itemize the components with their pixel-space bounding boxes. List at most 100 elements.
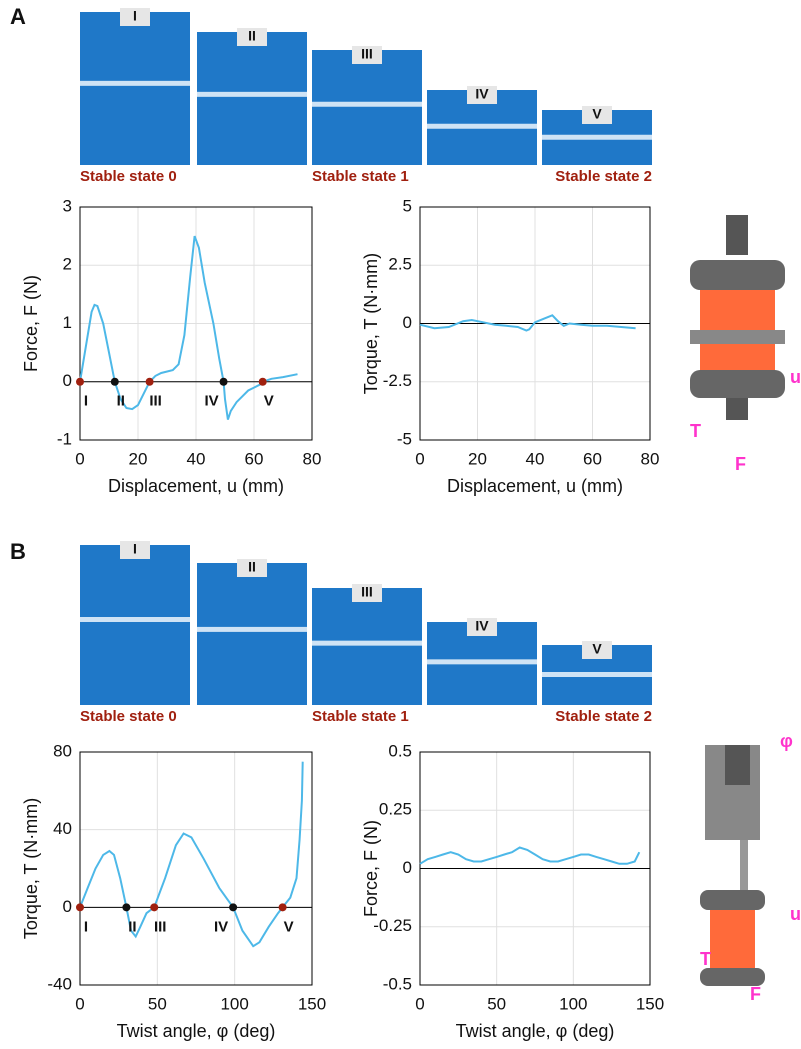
x-axis-title: Twist angle, φ (deg)	[117, 1021, 276, 1041]
photo	[80, 545, 190, 705]
photo-label-box	[352, 584, 382, 602]
state-caption: Stable state 1	[312, 168, 409, 185]
photo-label: I	[133, 541, 137, 557]
x-tick-label: 50	[487, 994, 506, 1013]
photo-label: III	[361, 584, 373, 600]
x-tick-label: 50	[148, 994, 167, 1013]
x-axis-title: Displacement, u (mm)	[447, 476, 623, 496]
photo-label-box	[237, 559, 267, 577]
state-marker	[145, 377, 154, 386]
state-marker	[258, 377, 267, 386]
photo-band	[312, 101, 422, 107]
x-tick-label: 20	[468, 449, 487, 468]
photo-label-box	[120, 8, 150, 26]
x-tick-label: 60	[583, 449, 602, 468]
data-line	[79, 235, 298, 420]
y-tick-label: 0	[403, 858, 412, 877]
x-tick-label: 0	[75, 994, 84, 1013]
x-tick-label: 0	[415, 994, 424, 1013]
state-marker	[150, 903, 159, 912]
y-axis-title: Torque, T (N·mm)	[361, 253, 381, 394]
y-tick-label: 0.25	[379, 800, 412, 819]
device-label: T	[700, 949, 711, 969]
photo-label-box	[120, 541, 150, 559]
y-axis-title: Torque, T (N·mm)	[21, 798, 41, 939]
photo-band	[197, 626, 307, 632]
photo-label-box	[352, 46, 382, 64]
photo-label: III	[361, 46, 373, 62]
photo	[312, 588, 422, 705]
y-tick-label: 0.5	[388, 741, 412, 760]
photo-band	[542, 134, 652, 140]
state-marker	[110, 377, 119, 386]
x-tick-label: 100	[220, 994, 248, 1013]
state-label: II	[128, 918, 136, 935]
x-tick-label: 20	[129, 449, 148, 468]
photo-label: II	[248, 559, 256, 575]
panel-letter: A	[10, 4, 26, 29]
y-axis-title: Force, F (N)	[361, 820, 381, 917]
plot-frame	[79, 751, 313, 986]
x-tick-label: 60	[245, 449, 264, 468]
state-marker	[219, 377, 228, 386]
photo-band	[197, 91, 307, 97]
photo	[197, 32, 307, 165]
x-tick-label: 0	[75, 449, 84, 468]
y-tick-label: 1	[63, 313, 72, 332]
state-caption: Stable state 2	[555, 168, 652, 185]
photo	[80, 12, 190, 165]
photo-label-box	[237, 28, 267, 46]
state-label: III	[154, 918, 167, 935]
state-label: II	[117, 393, 125, 410]
device-a	[690, 215, 785, 420]
panel-letter: B	[10, 539, 26, 564]
state-marker	[278, 903, 287, 912]
state-label: I	[84, 393, 88, 410]
y-tick-label: -2.5	[383, 371, 412, 390]
state-label: III	[149, 393, 162, 410]
state-caption: Stable state 1	[312, 708, 409, 725]
y-tick-label: 80	[53, 741, 72, 760]
plot-frame	[419, 206, 651, 441]
x-axis-title: Displacement, u (mm)	[108, 476, 284, 496]
photo-label: V	[592, 641, 602, 657]
y-tick-label: -1	[57, 429, 72, 448]
x-tick-label: 100	[559, 994, 587, 1013]
state-caption: Stable state 2	[555, 708, 652, 725]
state-label: V	[284, 918, 294, 935]
device-b	[700, 745, 765, 986]
photo-band	[312, 640, 422, 646]
y-tick-label: 0	[63, 897, 72, 916]
plot-frame	[79, 206, 313, 441]
y-tick-label: 2	[63, 255, 72, 274]
x-tick-label: 150	[298, 994, 326, 1013]
y-axis-title: Force, F (N)	[21, 275, 41, 372]
x-tick-label: 150	[636, 994, 664, 1013]
y-tick-label: 5	[403, 196, 412, 215]
y-tick-label: 40	[53, 819, 72, 838]
plot-frame	[419, 751, 651, 986]
x-tick-label: 80	[303, 449, 322, 468]
x-tick-label: 40	[187, 449, 206, 468]
state-caption: Stable state 0	[80, 708, 177, 725]
state-marker	[76, 903, 84, 912]
state-marker	[76, 377, 84, 386]
state-label: IV	[204, 393, 218, 410]
photo-label: I	[133, 8, 137, 24]
photo-label-box	[582, 106, 612, 124]
x-tick-label: 40	[526, 449, 545, 468]
device-label: u	[790, 367, 801, 387]
state-marker	[229, 903, 238, 912]
x-tick-label: 80	[641, 449, 660, 468]
device-label: F	[750, 984, 761, 1004]
data-line	[79, 761, 304, 948]
y-tick-label: -0.25	[373, 916, 412, 935]
y-tick-label: 0	[403, 313, 412, 332]
device-label: φ	[780, 731, 793, 751]
x-tick-label: 0	[415, 449, 424, 468]
photo-label: IV	[475, 86, 489, 102]
y-tick-label: -0.5	[383, 974, 412, 993]
state-label: IV	[214, 918, 228, 935]
photo-label: V	[592, 106, 602, 122]
